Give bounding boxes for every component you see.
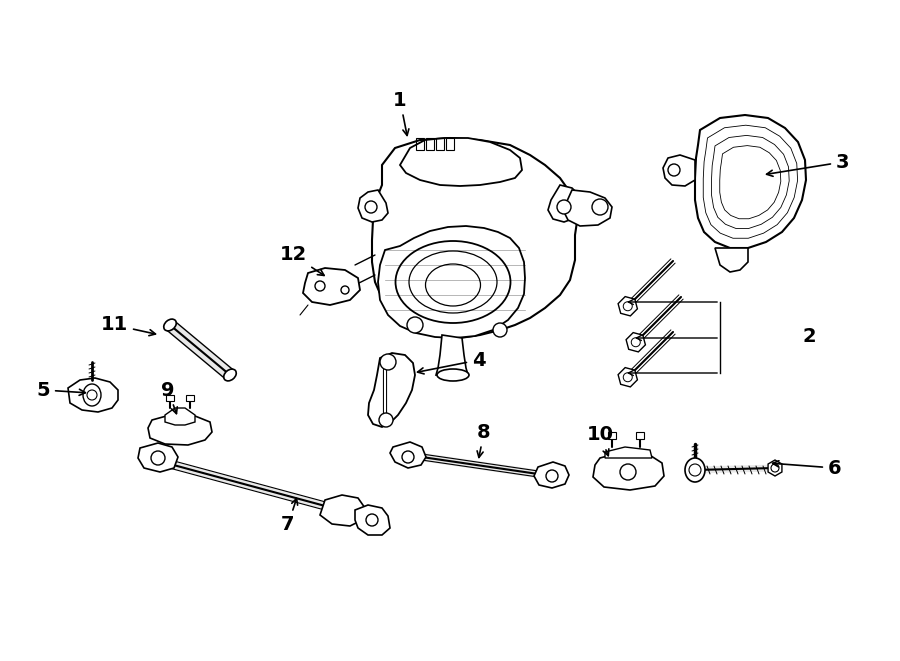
Polygon shape [626,332,645,352]
Polygon shape [303,268,360,305]
Text: 1: 1 [393,91,409,136]
Polygon shape [548,185,581,222]
Circle shape [380,354,396,370]
Bar [426,138,434,150]
Bar [636,432,644,439]
Circle shape [592,199,608,215]
Polygon shape [563,190,612,226]
Ellipse shape [685,458,705,482]
Circle shape [407,317,423,333]
Text: 11: 11 [101,315,156,336]
Polygon shape [68,378,118,412]
Circle shape [689,464,701,476]
Text: 10: 10 [587,426,614,455]
Circle shape [557,200,571,214]
Bar [186,395,194,401]
Polygon shape [355,505,390,535]
Polygon shape [695,115,806,248]
Ellipse shape [164,319,176,331]
Polygon shape [378,226,525,338]
Polygon shape [663,155,695,186]
Circle shape [84,387,100,403]
Polygon shape [400,138,522,186]
Text: 6: 6 [772,459,842,477]
Polygon shape [148,415,212,445]
Bar [446,138,454,150]
Polygon shape [768,460,782,476]
Text: 2: 2 [802,327,815,346]
Text: 7: 7 [281,498,298,535]
Bar [608,432,616,439]
Text: 9: 9 [161,381,177,414]
Circle shape [493,323,507,337]
Text: 4: 4 [418,350,486,374]
Circle shape [771,464,779,472]
Circle shape [87,390,97,400]
Bar [166,395,174,401]
Bar [416,138,424,150]
Polygon shape [605,447,652,458]
Text: 8: 8 [477,422,490,457]
Polygon shape [618,368,637,387]
Circle shape [366,514,378,526]
Circle shape [379,413,393,427]
Polygon shape [618,297,637,316]
Polygon shape [372,138,578,338]
Polygon shape [436,335,468,375]
Circle shape [631,338,640,347]
Polygon shape [320,495,365,526]
Circle shape [620,464,636,480]
Polygon shape [593,452,664,490]
Circle shape [341,286,349,294]
Polygon shape [534,462,569,488]
Circle shape [668,164,680,176]
Polygon shape [390,442,426,468]
Text: 5: 5 [36,381,86,399]
Circle shape [402,451,414,463]
Bar [436,138,444,150]
Circle shape [624,373,633,382]
Ellipse shape [83,384,101,406]
Circle shape [546,470,558,482]
Circle shape [315,281,325,291]
Polygon shape [715,248,748,272]
Circle shape [365,201,377,213]
Ellipse shape [224,369,237,381]
Polygon shape [165,408,195,425]
Text: 3: 3 [767,153,850,176]
Text: 12: 12 [279,245,324,276]
Circle shape [88,391,96,399]
Polygon shape [368,353,415,427]
Circle shape [151,451,165,465]
Circle shape [624,301,633,311]
Ellipse shape [437,369,469,381]
Polygon shape [138,443,178,472]
Polygon shape [358,190,388,222]
